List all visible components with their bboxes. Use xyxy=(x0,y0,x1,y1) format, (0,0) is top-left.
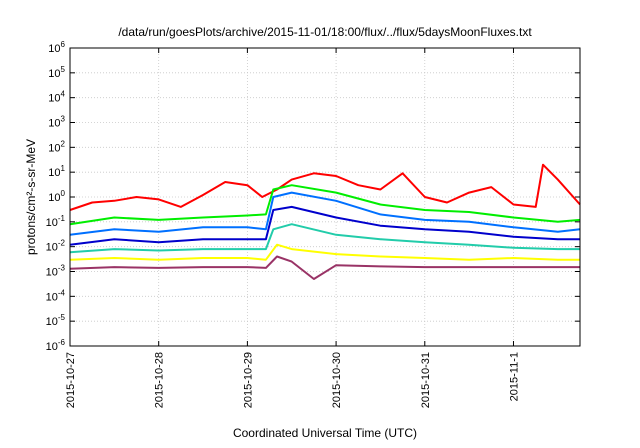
series-group xyxy=(69,163,581,280)
chart-title: /data/run/goesPlots/archive/2015-11-01/1… xyxy=(118,25,532,39)
y-axis-label: protons/cm²-s-sr-MeV xyxy=(24,139,38,255)
y-tick-label: 101 xyxy=(48,164,65,179)
series-line-2 xyxy=(69,184,581,226)
series-line-4 xyxy=(69,205,580,246)
y-tick-label: 10-3 xyxy=(46,264,66,279)
y-tick-label: 103 xyxy=(48,115,65,130)
x-tick-label: 2015-11-1 xyxy=(508,352,520,401)
y-tick-label: 10-2 xyxy=(46,239,66,254)
series-line-6 xyxy=(69,243,580,261)
grid xyxy=(69,48,580,346)
series-line-3 xyxy=(69,191,581,236)
x-tick-label: 2015-10-28 xyxy=(154,352,166,408)
y-tick-label: 10-1 xyxy=(46,214,66,229)
x-tick-label: 2015-10-31 xyxy=(420,352,432,408)
y-tick-label: 10-6 xyxy=(46,338,66,353)
x-axis-label: Coordinated Universal Time (UTC) xyxy=(233,426,417,440)
y-tick-label: 100 xyxy=(48,189,65,204)
series-line-1 xyxy=(69,163,581,211)
x-tick-label: 2015-10-29 xyxy=(242,352,254,408)
y-tick-label: 105 xyxy=(48,65,65,80)
y-tick-label: 106 xyxy=(48,40,65,55)
series-line-5 xyxy=(69,223,580,254)
x-tick-label: 2015-10-30 xyxy=(331,352,343,408)
y-axis-ticks: 10-6 10-5 10-4 10-3 10-2 10-1 100 101 102 103 104 1… xyxy=(46,40,580,353)
y-tick-label: 102 xyxy=(48,139,65,154)
series-line-7 xyxy=(69,255,580,280)
x-tick-label: 2015-10-27 xyxy=(65,352,77,408)
x-axis-ticks: 2015-10-27 2015-10-28 2015-10-29 2015-10-30… xyxy=(65,48,520,408)
y-tick-label: 10-5 xyxy=(46,313,66,328)
y-tick-label: 104 xyxy=(48,90,65,105)
y-tick-label: 10-4 xyxy=(46,288,66,303)
